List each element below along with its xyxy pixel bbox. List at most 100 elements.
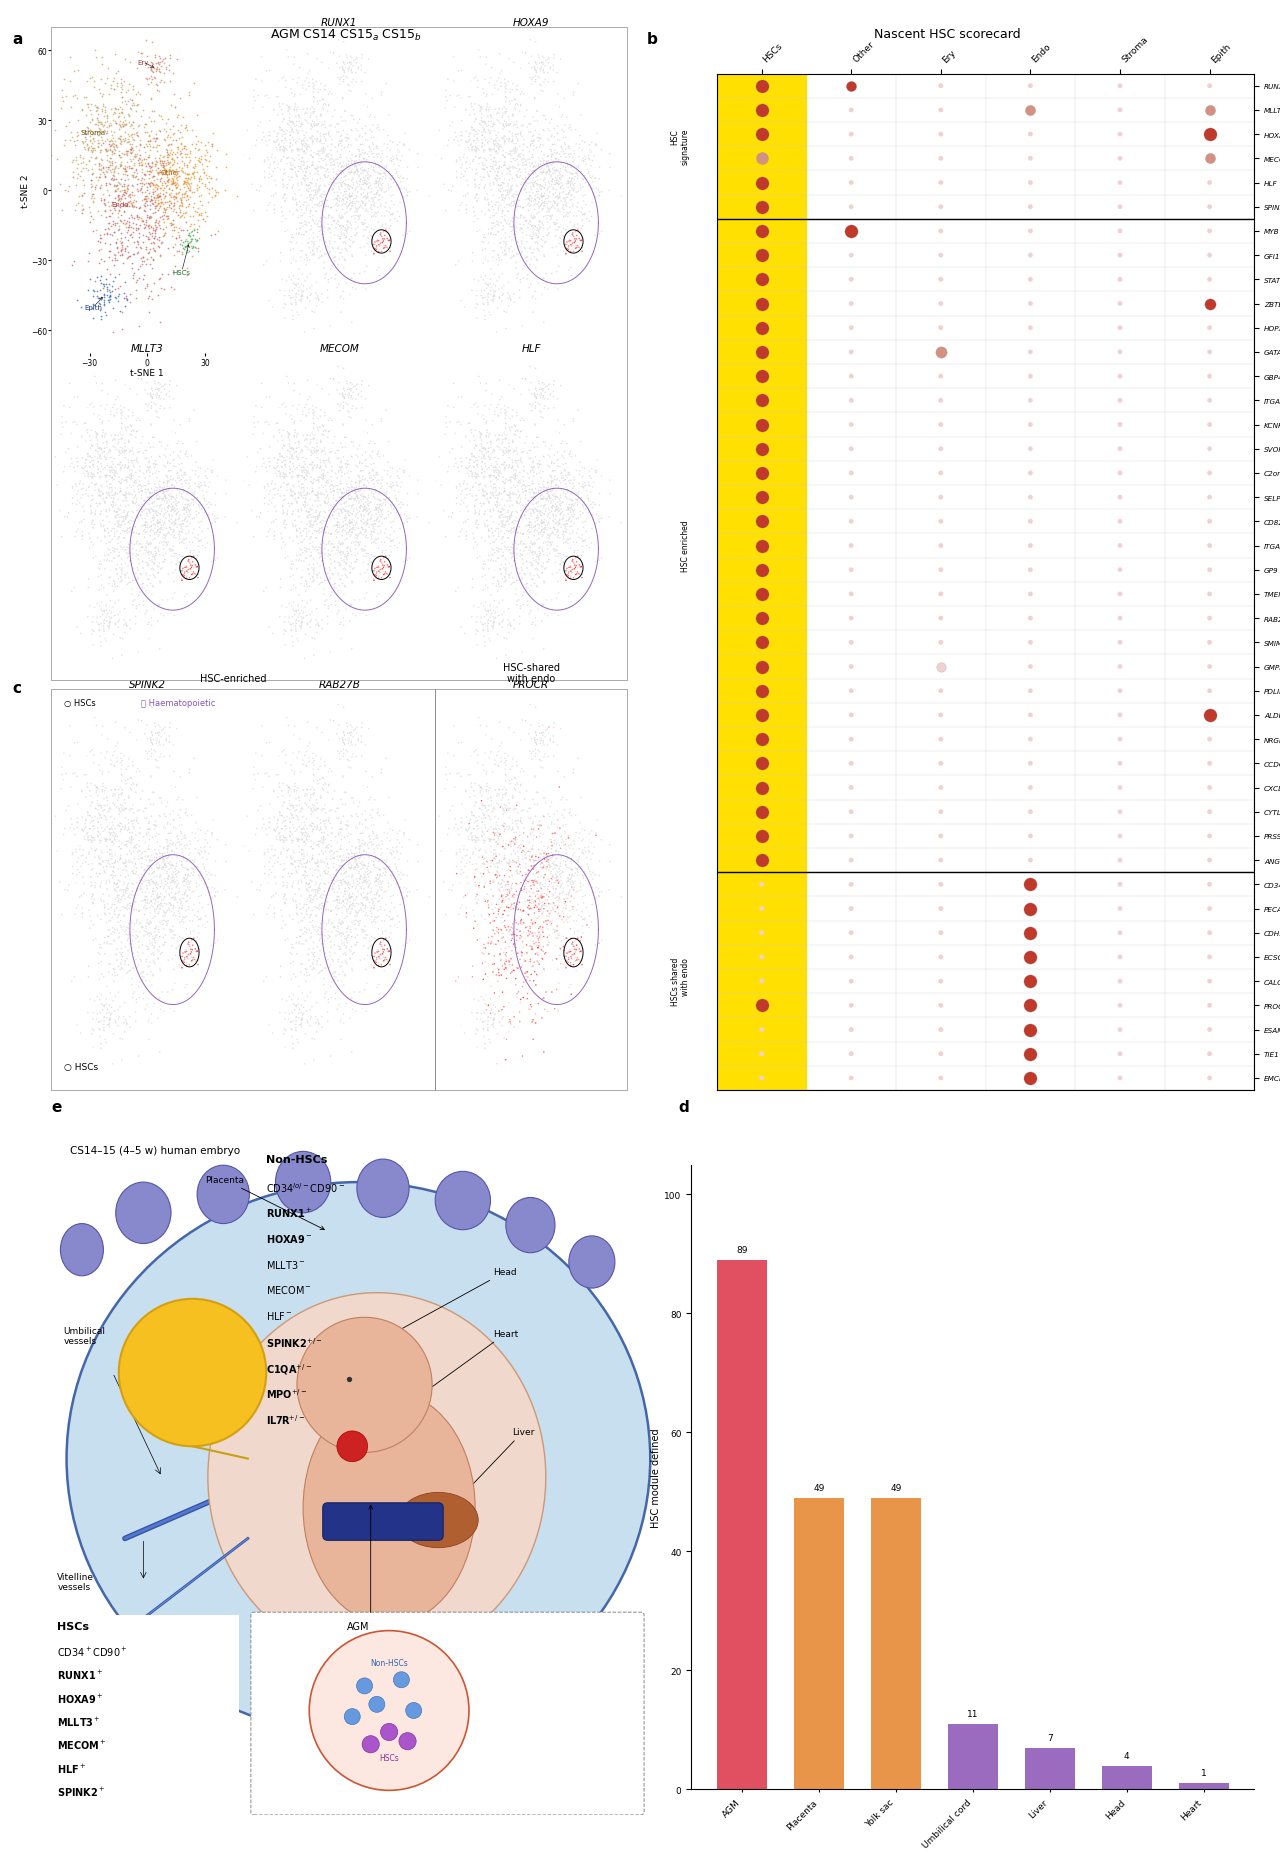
- Point: [566, 179, 586, 209]
- Point: [375, 479, 396, 509]
- Point: [128, 876, 148, 906]
- Point: [301, 214, 321, 244]
- Point: [342, 473, 362, 503]
- Point: [361, 529, 381, 559]
- Point: [462, 574, 483, 604]
- Point: [105, 175, 125, 205]
- Point: [493, 585, 513, 615]
- Point: [310, 539, 330, 569]
- Point: [105, 106, 125, 136]
- Point: [374, 854, 394, 884]
- Point: [164, 925, 184, 954]
- Point: [383, 142, 403, 171]
- Point: [497, 779, 517, 809]
- Point: [504, 507, 525, 537]
- Point: [128, 951, 148, 980]
- Point: [79, 116, 100, 145]
- Point: [157, 140, 178, 170]
- Point: [493, 500, 513, 529]
- Point: [367, 158, 388, 188]
- Point: [137, 65, 157, 95]
- Point: [138, 809, 159, 839]
- Point: [178, 930, 198, 960]
- Point: [559, 865, 580, 895]
- Point: [127, 906, 147, 936]
- Point: [310, 764, 330, 794]
- Point: [841, 95, 861, 125]
- Point: [566, 226, 586, 255]
- Point: [152, 158, 173, 188]
- Point: [310, 805, 330, 835]
- Point: [335, 550, 356, 580]
- Point: [463, 837, 484, 867]
- Point: [513, 537, 534, 567]
- Point: [364, 835, 384, 865]
- Point: [484, 522, 504, 552]
- Point: [287, 93, 307, 123]
- Point: [104, 498, 124, 528]
- Point: [170, 816, 191, 846]
- Point: [494, 520, 515, 550]
- Point: [310, 951, 330, 980]
- Point: [115, 537, 136, 567]
- Point: [131, 837, 151, 867]
- Point: [143, 185, 164, 214]
- Point: [86, 436, 106, 466]
- Point: [330, 919, 351, 949]
- Point: [276, 175, 297, 205]
- Point: [111, 408, 132, 438]
- Point: [530, 720, 550, 749]
- Point: [293, 212, 314, 242]
- Point: [284, 50, 305, 80]
- Point: [338, 170, 358, 199]
- Point: [110, 440, 131, 470]
- Point: [489, 841, 509, 870]
- Point: [150, 634, 170, 664]
- Point: [486, 67, 507, 97]
- Point: [536, 902, 557, 932]
- Point: [179, 171, 200, 201]
- Point: [465, 434, 485, 464]
- Point: [90, 444, 110, 473]
- Point: [114, 179, 134, 209]
- Point: [177, 902, 197, 932]
- Point: [257, 835, 278, 865]
- Point: [332, 815, 352, 844]
- Point: [511, 418, 531, 447]
- Point: [142, 488, 163, 518]
- Point: [589, 153, 609, 183]
- Point: [131, 570, 151, 600]
- Point: [312, 848, 333, 878]
- Point: [123, 982, 143, 1012]
- Point: [516, 179, 536, 209]
- Point: [68, 807, 88, 837]
- Point: [347, 850, 367, 880]
- Point: [567, 559, 588, 589]
- Point: [547, 183, 567, 212]
- Point: [520, 887, 540, 917]
- Text: e: e: [51, 1100, 61, 1115]
- Point: [535, 600, 556, 630]
- Point: [335, 921, 356, 951]
- Point: [251, 369, 271, 399]
- Point: [543, 518, 563, 548]
- Point: [81, 459, 101, 488]
- Point: [170, 185, 191, 214]
- Point: [513, 127, 534, 157]
- Point: [356, 882, 376, 911]
- Point: [342, 1038, 362, 1068]
- Point: [339, 375, 360, 404]
- Point: [351, 166, 371, 196]
- Point: [283, 268, 303, 298]
- Point: [119, 429, 140, 459]
- Point: [179, 177, 200, 207]
- Point: [159, 818, 179, 848]
- Point: [310, 449, 330, 479]
- Point: [543, 160, 563, 190]
- Point: [562, 859, 582, 889]
- Point: [573, 147, 594, 177]
- Point: [120, 615, 141, 645]
- Point: [340, 913, 361, 943]
- Point: [82, 276, 102, 306]
- Point: [374, 179, 394, 209]
